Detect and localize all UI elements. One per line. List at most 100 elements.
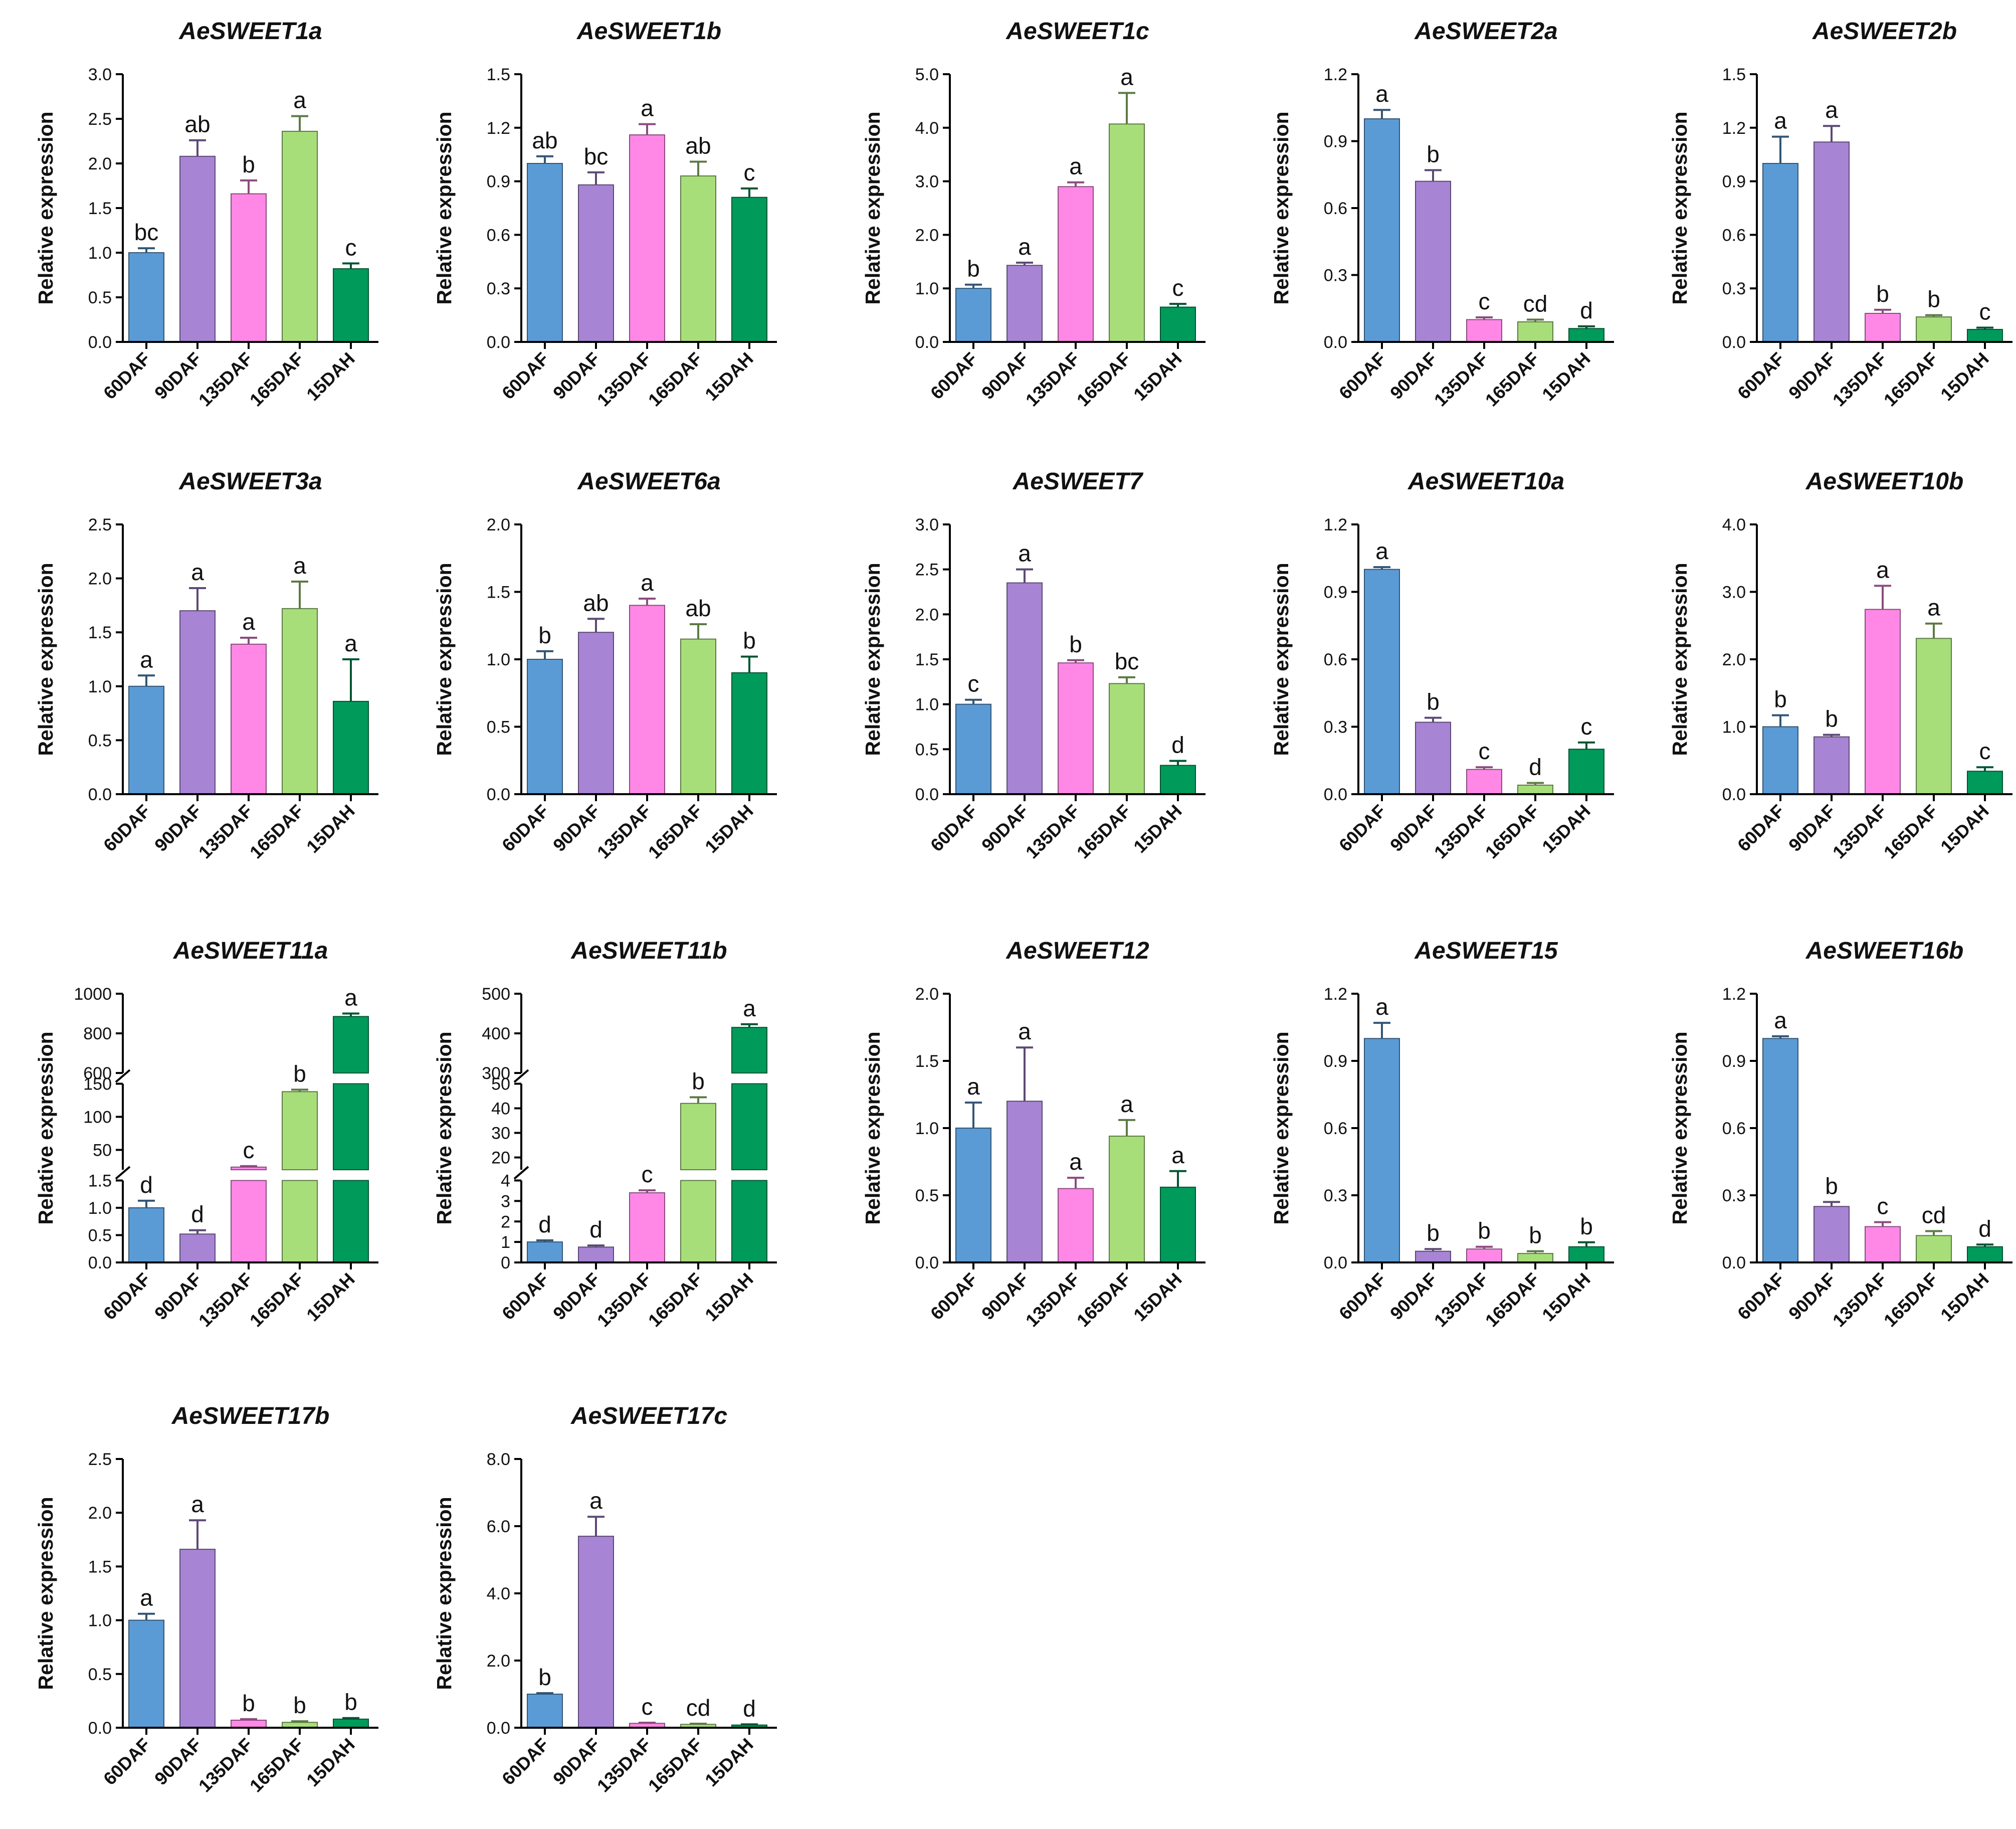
chart-1-yticklabel-0.5: 0.5 bbox=[88, 288, 112, 307]
chart-2-letter-90DAF: bc bbox=[584, 143, 609, 169]
chart-4-bar-90DAF bbox=[1415, 180, 1451, 342]
chart-9-yticklabel-1.2: 1.2 bbox=[1324, 515, 1347, 534]
chart-1-yticklabel-1.5: 1.5 bbox=[88, 199, 112, 218]
chart-13-yticklabel-0.5: 0.5 bbox=[915, 1186, 939, 1205]
chart-11-title: AeSWEET11a bbox=[173, 938, 328, 964]
chart-12-bar-60DAF-seg1 bbox=[527, 1241, 563, 1263]
chart-17-yticklabel-6.0: 6.0 bbox=[487, 1517, 510, 1536]
chart-10-ylabel: Relative expression bbox=[1668, 563, 1691, 756]
chart-3-bar-135DAF bbox=[1058, 186, 1094, 342]
chart-14-letter-90DAF: b bbox=[1427, 1220, 1440, 1246]
chart-8-bar-90DAF bbox=[1006, 582, 1043, 795]
chart-15-ylabel: Relative expression bbox=[1668, 1031, 1691, 1224]
chart-15-letter-60DAF: a bbox=[1774, 1007, 1787, 1033]
chart-7-letter-135DAF: a bbox=[641, 570, 654, 596]
chart-11-yticklabel-50: 50 bbox=[93, 1141, 112, 1160]
chart-11-letter-135DAF: c bbox=[243, 1137, 255, 1163]
chart-14-yticklabel-0.6: 0.6 bbox=[1324, 1119, 1347, 1138]
chart-16-yticklabel-1.5: 1.5 bbox=[88, 1557, 112, 1576]
chart-15-letter-90DAF: b bbox=[1825, 1173, 1838, 1199]
chart-15-bar-15DAH bbox=[1967, 1246, 2003, 1263]
chart-3-bar-165DAF bbox=[1109, 123, 1145, 342]
chart-15-title: AeSWEET16b bbox=[1805, 938, 1964, 964]
chart-16-yticklabel-0.5: 0.5 bbox=[88, 1665, 112, 1684]
chart-12-yticklabel-400: 400 bbox=[482, 1024, 510, 1043]
chart-10-yticklabel-1.0: 1.0 bbox=[1722, 718, 1746, 737]
chart-11-yticklabel-100: 100 bbox=[83, 1108, 112, 1127]
chart-17-yticklabel-4.0: 4.0 bbox=[487, 1584, 510, 1603]
chart-13-xlabel-165DAF: 165DAF bbox=[1073, 1269, 1135, 1331]
chart-2-bar-90DAF bbox=[578, 184, 614, 342]
chart-8-yticklabel-1.5: 1.5 bbox=[915, 650, 939, 669]
chart-11-bar-135DAF-seg1 bbox=[231, 1180, 267, 1263]
chart-13-yticklabel-1.5: 1.5 bbox=[915, 1052, 939, 1071]
chart-13-xlabel-135DAF: 135DAF bbox=[1022, 1269, 1084, 1331]
chart-10-yticklabel-2.0: 2.0 bbox=[1722, 650, 1746, 669]
chart-3-yticklabel-5.0: 5.0 bbox=[915, 65, 939, 84]
chart-11-yticklabel-1.0: 1.0 bbox=[88, 1199, 112, 1218]
chart-15-letter-165DAF: cd bbox=[1922, 1202, 1946, 1228]
chart-4-yticklabel-0.9: 0.9 bbox=[1324, 132, 1347, 151]
chart-6-letter-90DAF: a bbox=[191, 559, 204, 585]
chart-6-yticklabel-0.0: 0.0 bbox=[88, 785, 112, 804]
chart-13-ylabel: Relative expression bbox=[861, 1031, 884, 1224]
chart-4-yticklabel-0.3: 0.3 bbox=[1324, 266, 1347, 285]
chart-12-xlabel-135DAF: 135DAF bbox=[593, 1269, 655, 1331]
chart-11-bar-15DAH-seg3 bbox=[333, 1016, 369, 1074]
chart-16-yticklabel-0.0: 0.0 bbox=[88, 1719, 112, 1738]
chart-11-bar-90DAF-seg1 bbox=[179, 1233, 216, 1263]
chart-2-bar-60DAF bbox=[527, 163, 563, 342]
chart-12-yticklabel-50: 50 bbox=[491, 1075, 510, 1094]
chart-12-yticklabel-30: 30 bbox=[491, 1124, 510, 1143]
chart-1-yticklabel-2.5: 2.5 bbox=[88, 110, 112, 129]
chart-15-xlabel-15DAH: 15DAH bbox=[1936, 1269, 1992, 1325]
chart-12-letter-165DAF: b bbox=[692, 1068, 705, 1094]
chart-13-yticklabel-2.0: 2.0 bbox=[915, 985, 939, 1004]
chart-15-letter-15DAH: d bbox=[1978, 1215, 1991, 1241]
chart-8-ylabel: Relative expression bbox=[861, 563, 884, 756]
chart-3-title: AeSWEET1c bbox=[1005, 18, 1149, 45]
chart-7-letter-90DAF: ab bbox=[583, 590, 609, 616]
chart-4-xlabel-165DAF: 165DAF bbox=[1481, 348, 1543, 411]
chart-16-bar-135DAF bbox=[231, 1719, 267, 1728]
chart-11-letter-165DAF: b bbox=[293, 1060, 306, 1086]
chart-11-letter-60DAF: d bbox=[140, 1172, 153, 1198]
chart-6-xlabel-15DAH: 15DAH bbox=[302, 801, 358, 857]
chart-12-bar-15DAH-seg2 bbox=[731, 1083, 767, 1171]
chart-11-axis-break-1 bbox=[115, 1166, 131, 1180]
chart-1-bar-135DAF bbox=[231, 193, 267, 342]
chart-7-yticklabel-1.5: 1.5 bbox=[487, 583, 510, 602]
chart-7-xlabel-15DAH: 15DAH bbox=[701, 801, 757, 857]
chart-16-xlabel-135DAF: 135DAF bbox=[194, 1734, 257, 1796]
chart-2-bar-15DAH bbox=[731, 197, 767, 342]
chart-6-bar-90DAF bbox=[179, 610, 216, 795]
chart-11-letter-90DAF: d bbox=[191, 1201, 204, 1227]
chart-15-xlabel-60DAF: 60DAF bbox=[1733, 1269, 1788, 1324]
chart-8-title: AeSWEET7 bbox=[1013, 468, 1144, 495]
chart-2-xlabel-165DAF: 165DAF bbox=[644, 348, 706, 411]
chart-15-yticklabel-0.9: 0.9 bbox=[1722, 1052, 1746, 1071]
chart-9-letter-60DAF: a bbox=[1375, 538, 1388, 564]
chart-10-yticklabel-3.0: 3.0 bbox=[1722, 583, 1746, 602]
chart-12-yticklabel-20: 20 bbox=[491, 1149, 510, 1168]
chart-8-xlabel-135DAF: 135DAF bbox=[1022, 801, 1084, 863]
chart-4-yticklabel-0.0: 0.0 bbox=[1324, 333, 1347, 352]
chart-12-ylabel: Relative expression bbox=[433, 1031, 456, 1224]
chart-3-bar-90DAF bbox=[1006, 265, 1043, 342]
chart-7-yticklabel-0.5: 0.5 bbox=[487, 718, 510, 737]
chart-8-xlabel-15DAH: 15DAH bbox=[1129, 801, 1185, 857]
chart-11-yticklabel-0.5: 0.5 bbox=[88, 1226, 112, 1245]
chart-4-bar-165DAF bbox=[1517, 321, 1553, 343]
chart-12-letter-135DAF: c bbox=[642, 1161, 653, 1187]
chart-16-letter-15DAH: b bbox=[344, 1689, 357, 1715]
chart-5-yticklabel-1.5: 1.5 bbox=[1722, 65, 1746, 84]
chart-9-bar-135DAF bbox=[1466, 769, 1502, 795]
chart-5-letter-165DAF: b bbox=[1927, 286, 1940, 312]
